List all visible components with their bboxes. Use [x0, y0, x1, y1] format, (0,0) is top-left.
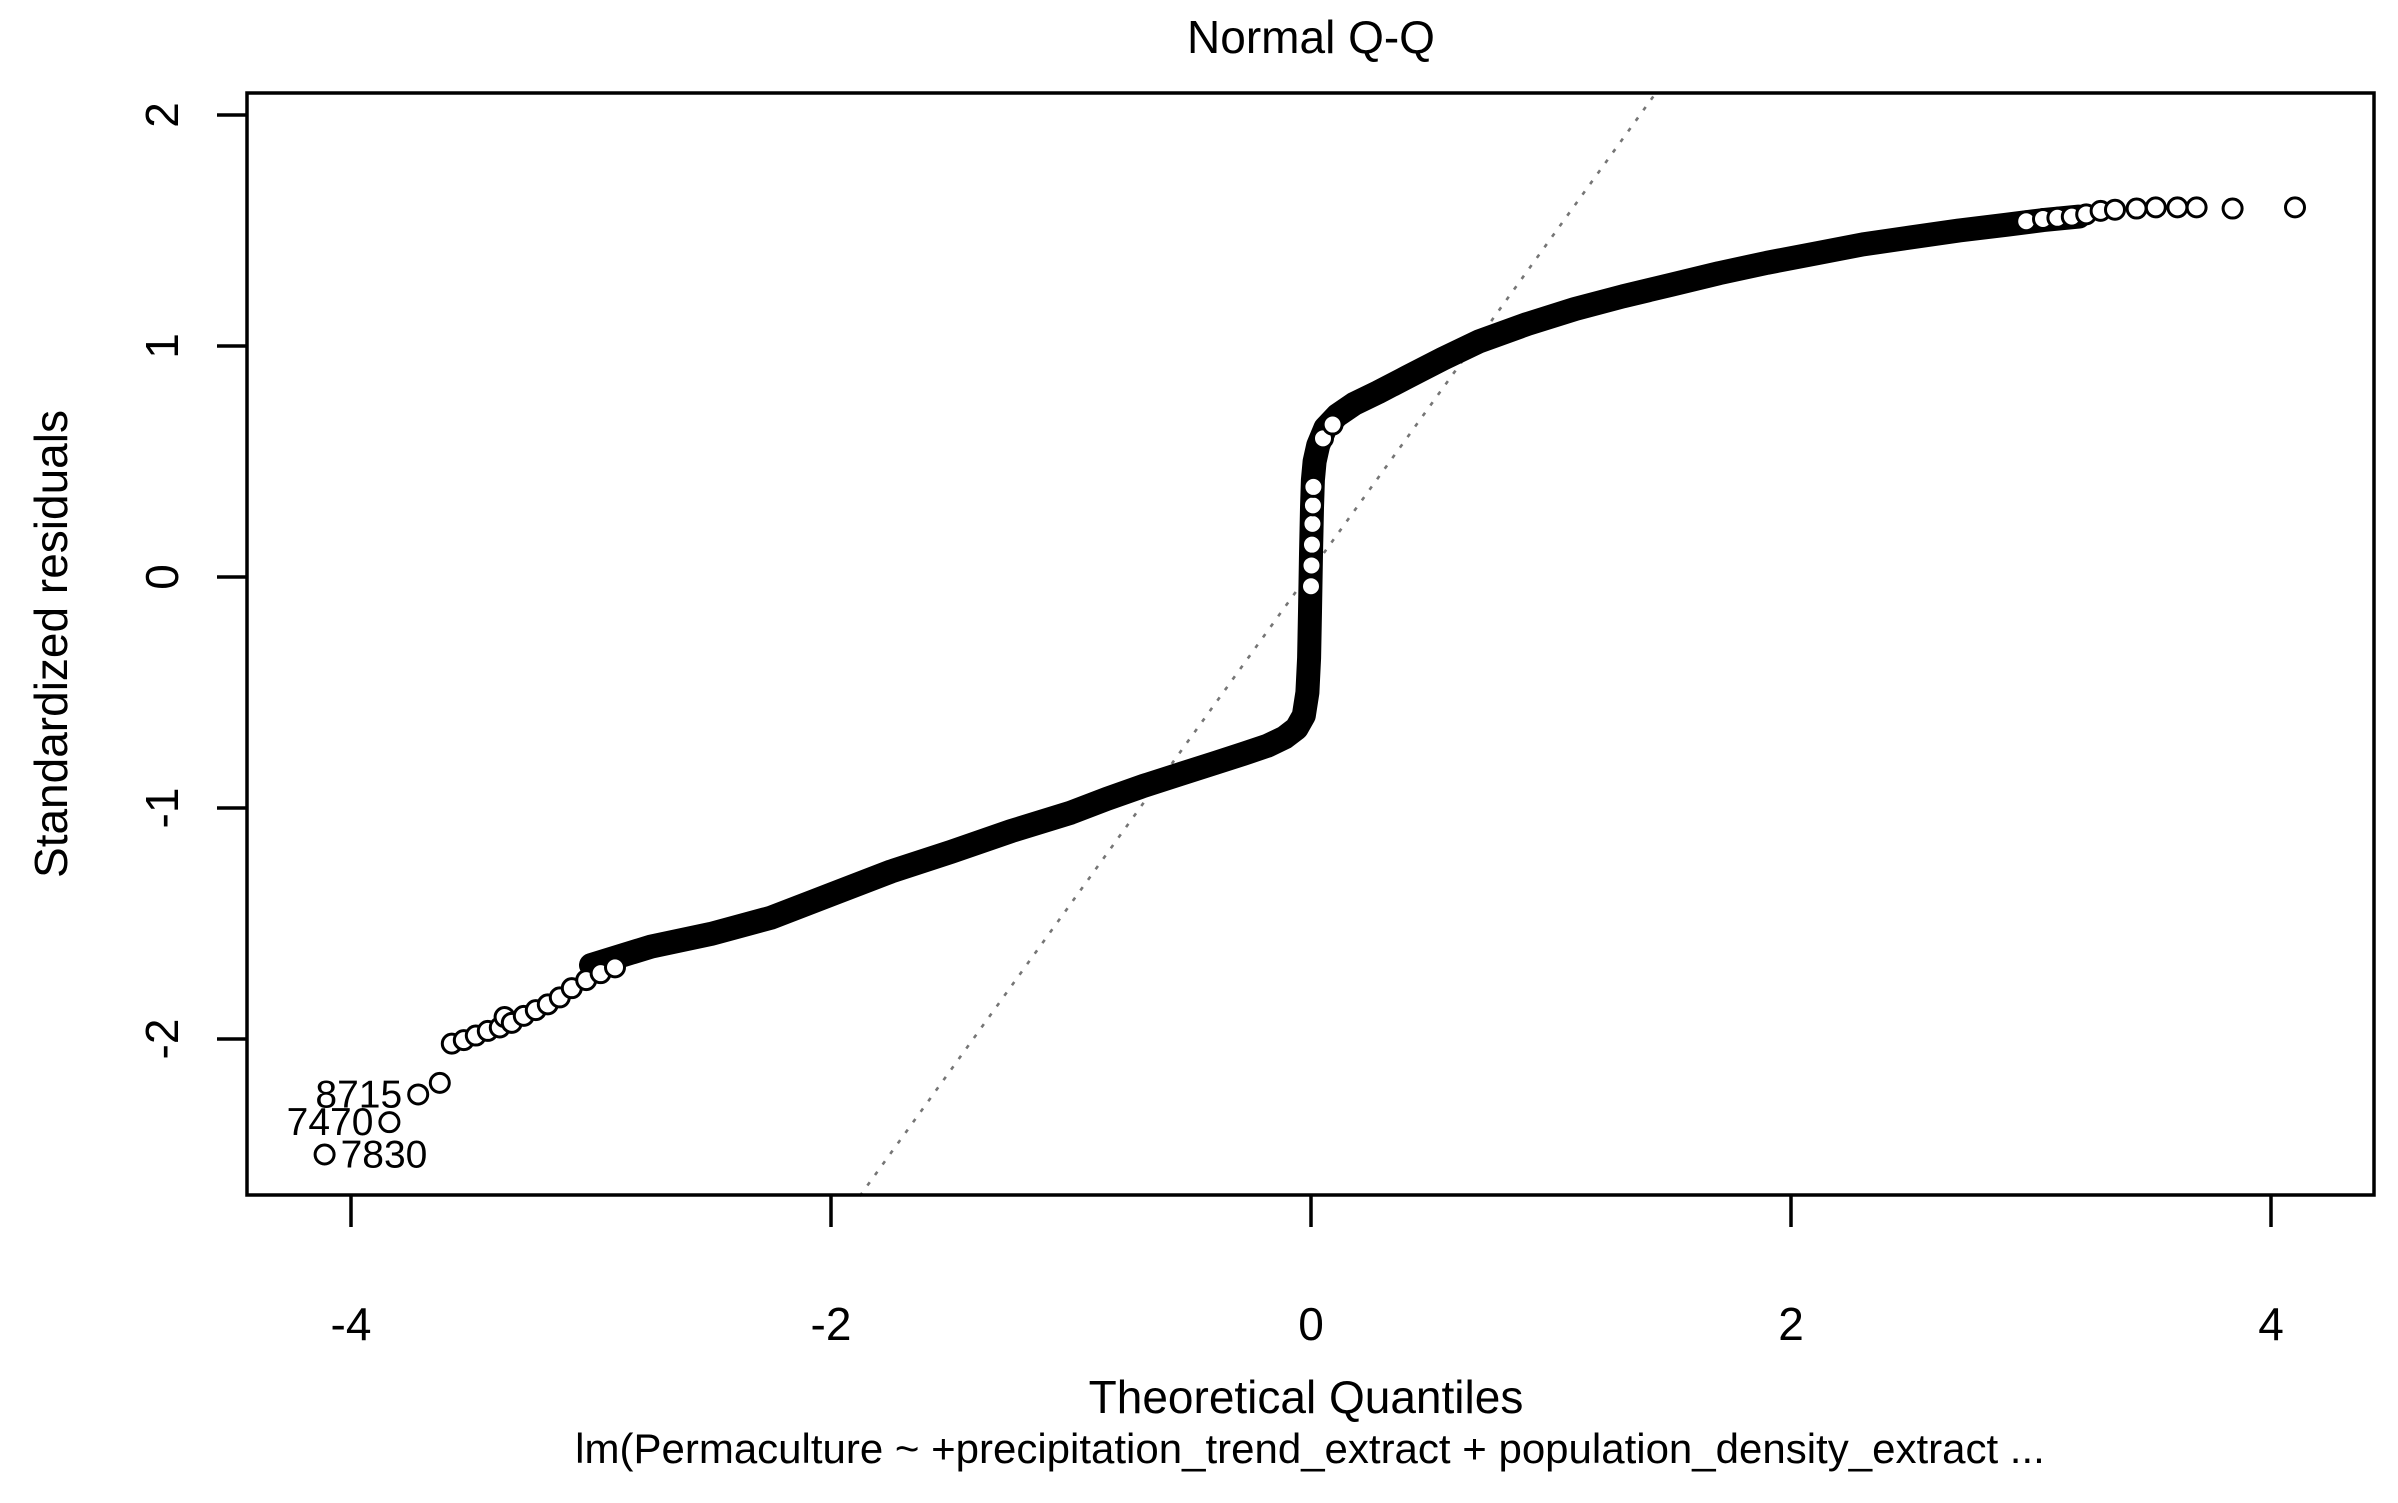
data-point-circle	[2284, 196, 2306, 219]
y-tick-label: 1	[136, 333, 188, 359]
data-point-circle	[604, 956, 626, 979]
data-point-circle	[1321, 413, 1344, 436]
x-tick-label: -2	[811, 1298, 852, 1350]
data-point-circle	[2144, 196, 2167, 219]
y-tick-label: -1	[136, 788, 188, 829]
y-axis-title: Standardized residuals	[25, 410, 77, 878]
x-tick-label: 2	[1778, 1298, 1804, 1350]
data-point-circle	[1300, 554, 1323, 577]
data-point-circle	[2166, 196, 2189, 219]
outlier-label: 7830	[341, 1134, 428, 1177]
outlier-point-circle	[378, 1111, 401, 1134]
outlier-point-circle	[407, 1083, 430, 1106]
model-sub-caption: lm(Permaculture ~ +precipitation_trend_e…	[575, 1425, 2045, 1472]
qq-reference-line	[858, 91, 1658, 1197]
data-point-circle	[428, 1071, 451, 1094]
data-point-circle	[1300, 575, 1322, 598]
x-tick-label: 4	[2258, 1298, 2284, 1350]
data-point-circle	[2221, 197, 2244, 220]
outlier-point-circle	[313, 1143, 336, 1166]
data-point-circle	[1300, 533, 1323, 556]
x-tick-label: 0	[1298, 1298, 1324, 1350]
x-axis-title: Theoretical Quantiles	[1088, 1371, 1524, 1423]
y-tick-label: 2	[136, 102, 188, 128]
outlier-label: 7470	[287, 1101, 374, 1144]
data-point-circle	[1302, 475, 1325, 498]
x-tick-label: -4	[331, 1298, 372, 1350]
y-tick-label: -2	[136, 1019, 188, 1060]
data-point-circle	[2125, 197, 2148, 220]
data-point-circle	[1301, 494, 1324, 517]
data-point-circle	[1301, 512, 1324, 535]
data-point-circle	[2185, 196, 2208, 219]
chart-title: Normal Q-Q	[1187, 11, 1435, 63]
data-point-circle	[2104, 198, 2126, 221]
qq-point-band	[579, 204, 2091, 978]
outlier-label: 8715	[315, 1073, 402, 1116]
y-tick-label: 0	[136, 564, 188, 590]
